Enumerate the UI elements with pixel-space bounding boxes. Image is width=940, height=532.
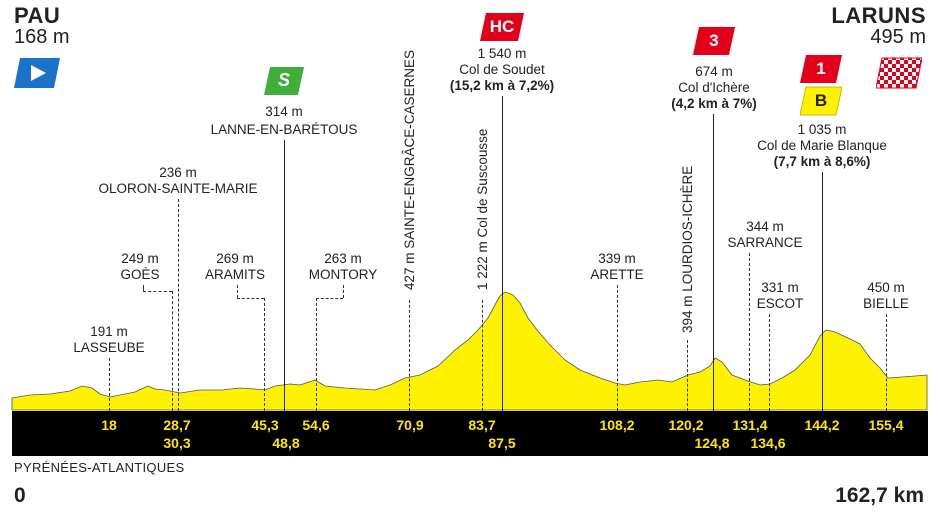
lasseube-name: LASSEUBE [73,340,145,355]
marker-line [886,314,887,411]
arette-altitude: 339 m [598,251,636,266]
marie-blanque-altitude: 1 035 m [797,122,847,137]
marker-line [617,285,618,411]
sprint-name: LANNE-EN-BARÉTOUS [210,122,358,137]
goes-altitude: 249 m [121,251,159,266]
km-mark: 108,2 [599,417,635,433]
km-mark: 18 [101,417,117,433]
cat3-badge-icon: 3 [693,26,735,61]
escot-altitude: 331 m [761,280,799,295]
suscousse-label: 1 222 m Col de Suscousse [475,128,490,290]
km-mark: 54,6 [302,417,330,433]
km-mark: 124,8 [694,435,730,451]
finish-flag-icon [875,56,923,95]
bielle-altitude: 450 m [867,280,905,295]
marker-line [264,298,265,411]
km-band [12,411,928,456]
km-mark: 48,8 [272,435,300,451]
ichere-detail: (4,2 km à 7%) [671,96,757,111]
distance-start: 0 [14,484,26,507]
km-mark: 30,3 [163,435,191,451]
finish-altitude: 495 m [870,26,926,48]
montory-name: MONTORY [308,267,378,282]
arette-name: ARETTE [590,267,644,282]
marie-blanque-line [822,172,823,411]
oloron-altitude: 236 m [159,165,197,180]
distance-end: 162,7 km [835,484,924,507]
km-mark: 83,7 [468,417,496,433]
escot-name: ESCOT [756,296,804,311]
marker-line [316,298,343,299]
ichere-line [713,114,714,411]
start-flag-icon [14,56,60,95]
marker-line [143,285,144,291]
km-mark: 134,6 [750,435,786,451]
km-mark: 28,7 [163,417,191,433]
marker-line [749,253,750,411]
sprint-altitude: 314 m [265,104,303,119]
marker-line [172,291,173,411]
sarrance-name: SARRANCE [727,235,803,250]
marker-line [769,314,770,411]
marker-line [687,340,688,411]
marker-line [237,285,238,298]
marker-line [109,358,110,411]
marker-line [482,300,483,411]
km-mark: 87,5 [488,435,516,451]
marker-line [178,199,179,411]
sprint-line [284,140,285,411]
soudet-name: Col de Soudet [459,62,545,77]
department-label: PYRÉNÉES-ATLANTIQUES [14,460,185,475]
goes-name: GOÈS [120,267,160,282]
marker-line [343,285,344,298]
marie-blanque-name: Col de Marie Blanque [757,138,887,153]
soudet-line [502,96,503,411]
soudet-altitude: 1 540 m [477,46,527,61]
sainte-engrace-label: 427 m SAINTE-ENGRÂCE-CASERNES [402,49,417,290]
marker-line [237,298,264,299]
marker-line [409,300,410,411]
lasseube-altitude: 191 m [90,324,128,339]
km-mark: 144,2 [804,417,840,433]
km-mark: 45,3 [251,417,279,433]
bielle-name: BIELLE [863,296,909,311]
hc-badge-icon: HC [480,12,524,47]
km-mark: 155,4 [868,417,904,433]
finish-town: LARUNS [831,3,926,28]
lourdios-label: 394 m LOURDIOS-ICHÈRE [680,165,695,333]
ichere-name: Col d'Ichère [678,80,750,95]
montory-altitude: 263 m [324,251,362,266]
km-mark: 131,4 [732,417,768,433]
soudet-detail: (15,2 km à 7,2%) [449,78,555,93]
start-altitude: 168 m [14,26,70,48]
aramits-altitude: 269 m [216,251,254,266]
oloron-name: OLORON-SAINTE-MARIE [98,181,258,196]
km-mark: 120,2 [668,417,704,433]
start-town: PAU [14,3,61,28]
sarrance-altitude: 344 m [746,219,784,234]
cat1-badge-icon: 1 [800,54,842,89]
marker-line [143,291,172,292]
ichere-altitude: 674 m [695,64,733,79]
bonus-badge-icon: B [799,86,843,121]
aramits-name: ARAMITS [204,267,266,282]
km-mark: 70,9 [396,417,424,433]
sprint-badge-icon: S [264,66,304,101]
marie-blanque-detail: (7,7 km à 8,6%) [773,154,871,169]
marker-line [316,298,317,411]
